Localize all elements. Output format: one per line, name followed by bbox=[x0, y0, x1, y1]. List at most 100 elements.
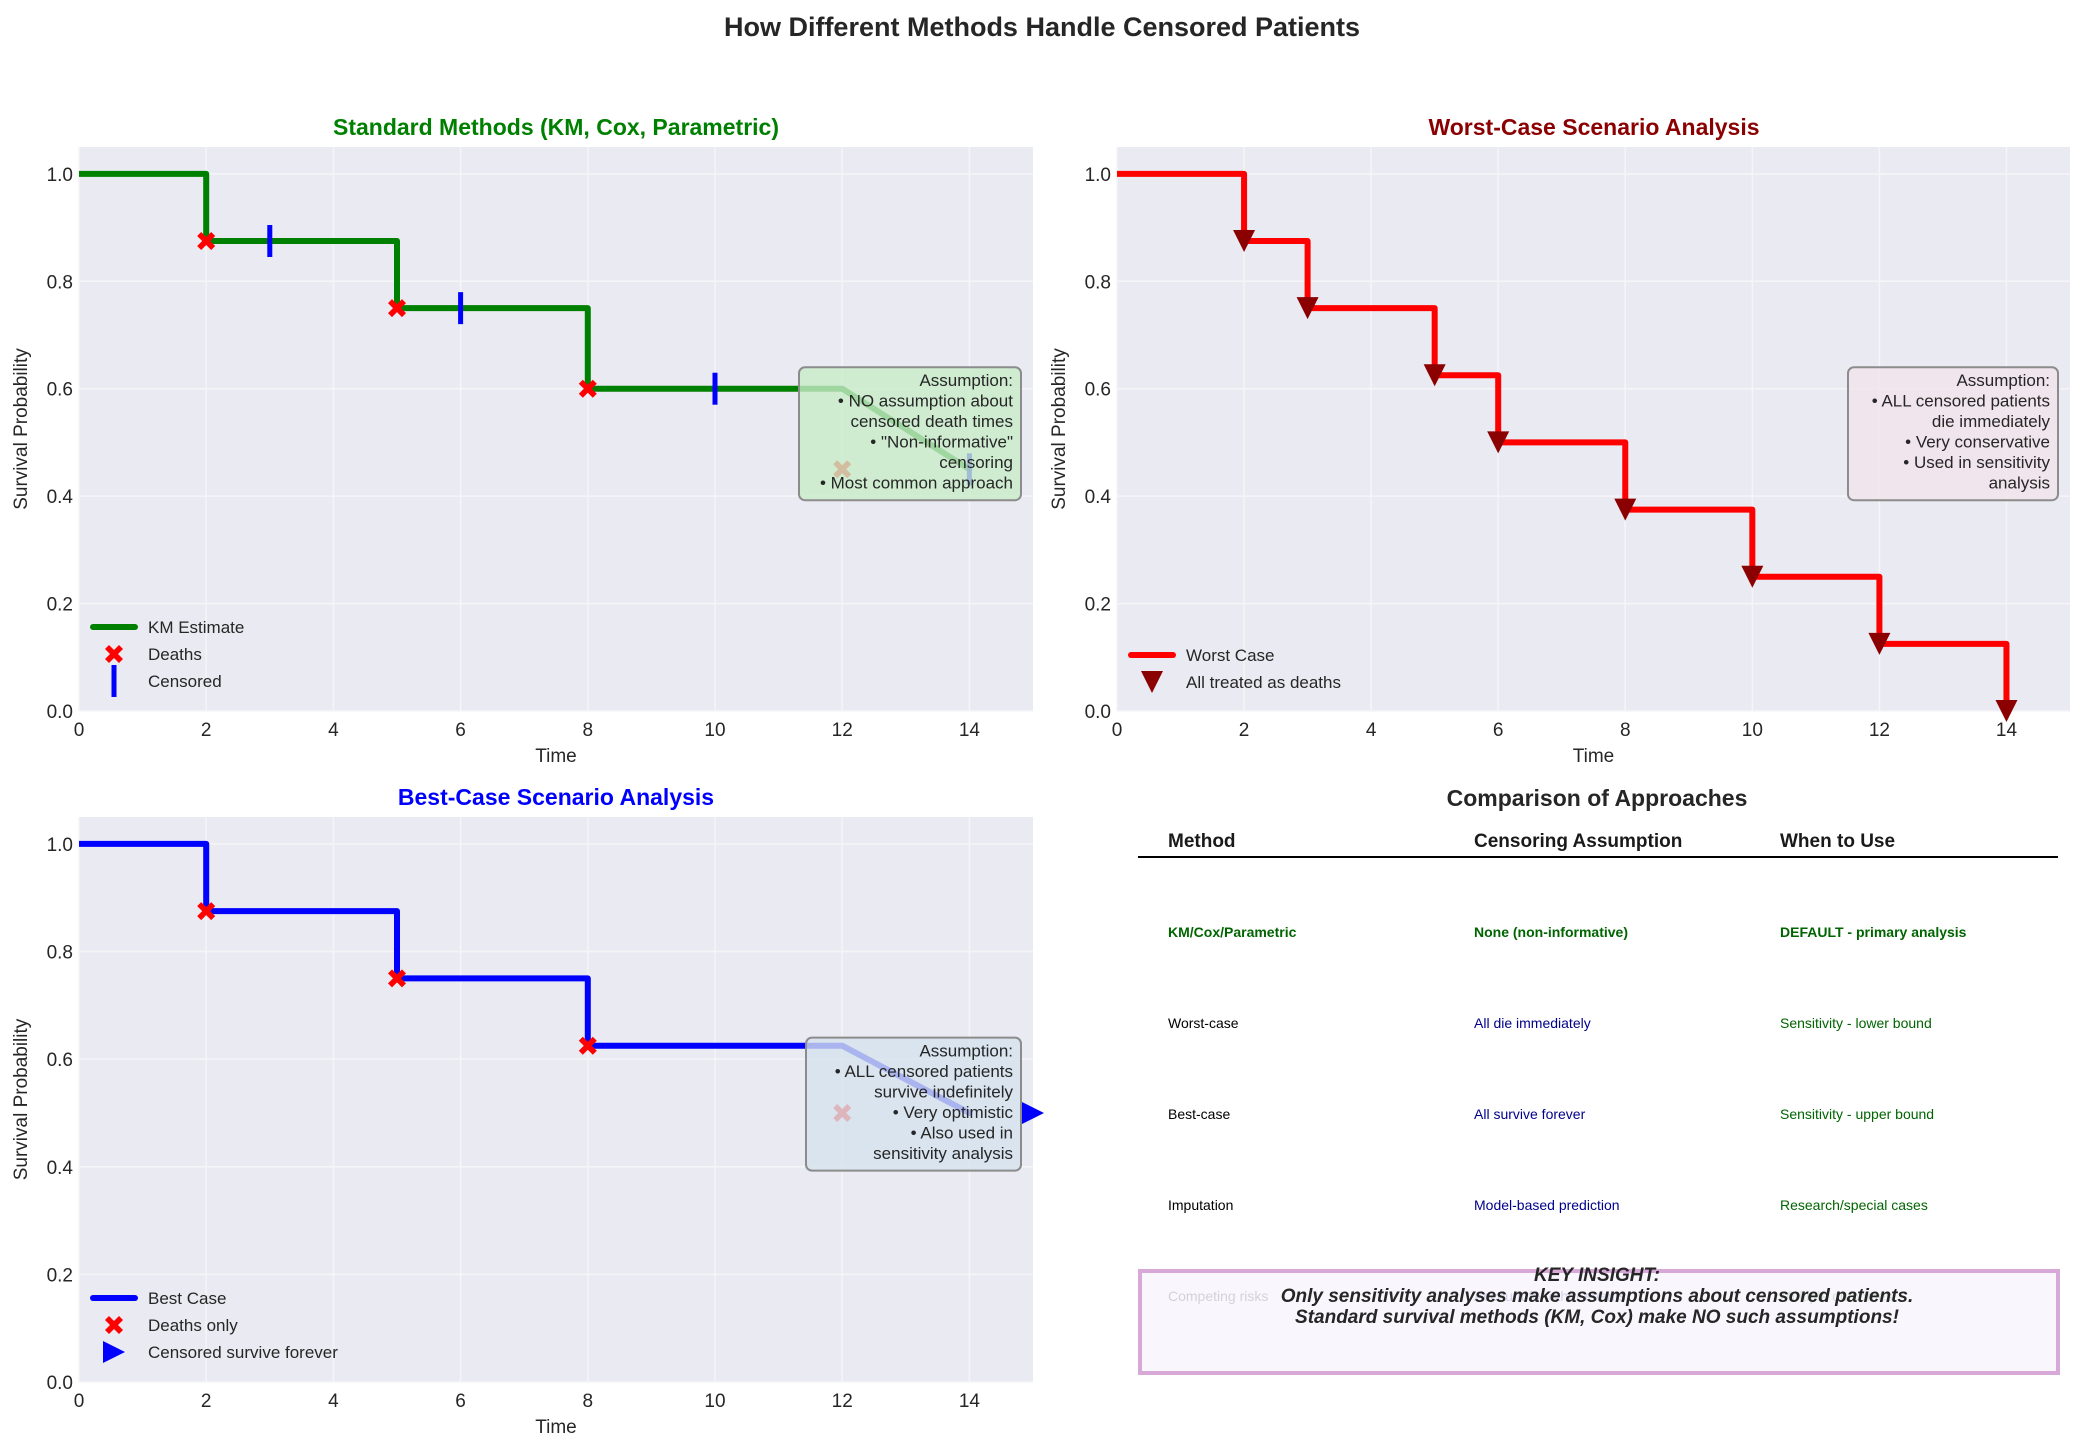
table-cell: Sensitivity - upper bound bbox=[1780, 1106, 1934, 1122]
annotation-line: • Also used in bbox=[911, 1124, 1013, 1143]
death-triangle-marker bbox=[1487, 431, 1510, 454]
legend-label: All treated as deaths bbox=[1186, 673, 1341, 692]
y-tick-label: 0.6 bbox=[1085, 380, 1111, 401]
annotation-line: • Very optimistic bbox=[893, 1103, 1014, 1122]
x-axis-label: Time bbox=[535, 1417, 577, 1438]
comparison-title: Comparison of Approaches bbox=[1447, 785, 1748, 811]
key-insight-box bbox=[1138, 1269, 2060, 1375]
y-tick-label: 1.0 bbox=[47, 165, 73, 186]
table-column-header: Censoring Assumption bbox=[1474, 831, 1682, 852]
annotation-line: • ALL censored patients bbox=[1872, 392, 2050, 411]
death-triangle-marker bbox=[1296, 297, 1319, 320]
legend-label: Best Case bbox=[148, 1289, 226, 1308]
table-cell: Best-case bbox=[1168, 1106, 1230, 1122]
legend-label: Deaths bbox=[148, 645, 202, 664]
death-marker bbox=[197, 902, 216, 921]
y-tick-label: 0.4 bbox=[47, 487, 74, 508]
death-marker bbox=[197, 232, 216, 250]
panel-standard: Standard Methods (KM, Cox, Parametric) 0… bbox=[11, 114, 1033, 767]
table-row: KM/Cox/Parametric None (non-informative) D… bbox=[1168, 924, 1967, 940]
legend-label: Deaths only bbox=[148, 1316, 238, 1335]
y-tick-label: 0.2 bbox=[47, 595, 73, 616]
x-tick-label: 0 bbox=[74, 720, 85, 741]
death-marker bbox=[578, 379, 597, 398]
annotation-line: Assumption: bbox=[919, 371, 1013, 390]
x-tick-label: 0 bbox=[74, 1391, 85, 1412]
x-tick-label: 12 bbox=[832, 1391, 853, 1412]
y-tick-label: 0.6 bbox=[47, 380, 73, 401]
table-cell: All survive forever bbox=[1474, 1106, 1586, 1122]
legend-label: Worst Case bbox=[1186, 646, 1275, 665]
table-cell: Model-based prediction bbox=[1474, 1197, 1620, 1213]
y-tick-label: 1.0 bbox=[1085, 165, 1111, 186]
axes-best: 0 2 4 6 8 10 12 14 0.0 0.2 0.4 0.6 0.8 1.0 Time Surviva… bbox=[11, 817, 1044, 1438]
x-tick-label: 10 bbox=[1742, 720, 1763, 741]
x-tick-label: 8 bbox=[1620, 720, 1631, 741]
annotation-line: • ALL censored patients bbox=[835, 1062, 1013, 1081]
table-row: Worst-case All die immediately Sensitivity… bbox=[1168, 1015, 1932, 1031]
y-tick-label: 0.0 bbox=[1085, 702, 1111, 723]
x-tick-label: 14 bbox=[959, 720, 981, 741]
death-marker bbox=[388, 299, 406, 318]
legend-label: Censored survive forever bbox=[148, 1343, 338, 1362]
x-tick-label: 14 bbox=[959, 1391, 981, 1412]
x-tick-label: 6 bbox=[455, 1391, 466, 1412]
annotation-line: Assumption: bbox=[919, 1042, 1013, 1061]
death-triangle-marker bbox=[1614, 498, 1637, 521]
annotation-line: • Used in sensitivity bbox=[1903, 453, 2050, 472]
axes-standard: 0 2 4 6 8 10 12 14 0.0 0.2 0.4 0.6 0.8 1.0 Time Surviva… bbox=[11, 147, 1033, 767]
x-tick-label: 4 bbox=[328, 1391, 339, 1412]
panel-worst-title: Worst-Case Scenario Analysis bbox=[1428, 114, 1759, 140]
death-marker bbox=[578, 1036, 597, 1055]
annotation-box bbox=[805, 1036, 1022, 1172]
legend-triangle-swatch bbox=[103, 1341, 125, 1363]
table-cell: DEFAULT - primary analysis bbox=[1780, 924, 1967, 940]
y-axis-label: Survival Probability bbox=[11, 1018, 32, 1180]
panel-comparison: Comparison of Approaches Method Censoring… bbox=[1138, 785, 2060, 1375]
x-tick-label: 8 bbox=[583, 1391, 594, 1412]
table-cell: Imputation bbox=[1168, 1197, 1233, 1213]
table-cell: KM/Cox/Parametric bbox=[1168, 924, 1297, 940]
comparison-table: Method Censoring Assumption When to Use KM/… bbox=[1138, 831, 2060, 1375]
legend-label: Censored bbox=[148, 672, 222, 691]
y-tick-label: 0.8 bbox=[47, 943, 73, 964]
y-tick-label: 0.8 bbox=[1085, 272, 1111, 293]
figure-title: How Different Methods Handle Censored Pa… bbox=[724, 12, 1360, 42]
table-column-header: Method bbox=[1168, 831, 1236, 852]
x-tick-label: 2 bbox=[201, 1391, 212, 1412]
x-tick-label: 2 bbox=[1239, 720, 1250, 741]
x-tick-label: 12 bbox=[1869, 720, 1890, 741]
key-insight-line: Standard survival methods (KM, Cox) make… bbox=[1295, 1307, 1899, 1328]
death-marker bbox=[388, 969, 406, 988]
table-cell: None (non-informative) bbox=[1474, 924, 1628, 940]
censored-triangle-marker bbox=[1022, 1101, 1044, 1124]
panel-best-title: Best-Case Scenario Analysis bbox=[398, 784, 714, 810]
x-tick-label: 2 bbox=[201, 720, 212, 741]
x-axis-label: Time bbox=[535, 746, 577, 767]
death-triangle-marker bbox=[1868, 632, 1891, 655]
table-cell: Worst-case bbox=[1168, 1015, 1239, 1031]
y-tick-label: 0.8 bbox=[47, 272, 73, 293]
annotation-line: sensitivity analysis bbox=[873, 1144, 1013, 1163]
x-axis-label: Time bbox=[1573, 746, 1615, 767]
axes-worst: 0 2 4 6 8 10 12 14 0.0 0.2 0.4 0.6 0.8 1.0 Time Surviva… bbox=[1049, 147, 2070, 767]
y-tick-label: 0.4 bbox=[47, 1158, 74, 1179]
panel-standard-title: Standard Methods (KM, Cox, Parametric) bbox=[333, 114, 779, 140]
legend-x-swatch bbox=[105, 1316, 123, 1334]
x-tick-label: 10 bbox=[704, 720, 725, 741]
table-cell: Research/special cases bbox=[1780, 1197, 1928, 1213]
annotation-box bbox=[1847, 366, 2059, 502]
annotation-line: • NO assumption about bbox=[838, 392, 1013, 411]
x-tick-label: 6 bbox=[1493, 720, 1504, 741]
y-axis-label: Survival Probability bbox=[11, 348, 32, 510]
annotation-line: censored death times bbox=[850, 412, 1013, 431]
table-cell: Sensitivity - lower bound bbox=[1780, 1015, 1932, 1031]
y-axis-label: Survival Probability bbox=[1049, 348, 1070, 510]
y-tick-label: 0.0 bbox=[47, 702, 73, 723]
x-tick-label: 12 bbox=[832, 720, 853, 741]
x-tick-label: 4 bbox=[1366, 720, 1377, 741]
x-tick-label: 4 bbox=[328, 720, 339, 741]
x-tick-label: 8 bbox=[583, 720, 594, 741]
legend: KM Estimate Deaths Censored bbox=[90, 618, 244, 697]
